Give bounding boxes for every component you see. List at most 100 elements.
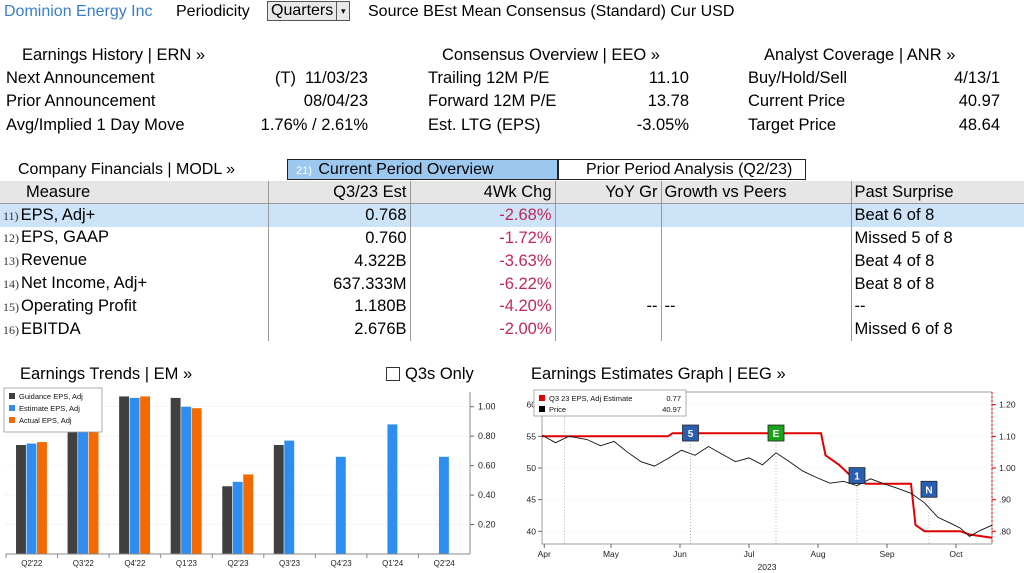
y-tick-label: 0.40 (478, 490, 496, 500)
x-tick-label: Q4'23 (331, 559, 353, 568)
measure-cell: 12) EPS, GAAP (0, 226, 269, 250)
measure-cell: 15) Operating Profit (0, 294, 269, 318)
legend-box (3, 387, 103, 433)
dropdown-arrow-icon[interactable]: ▾ (340, 6, 346, 16)
bar (119, 396, 130, 554)
bar (37, 442, 47, 554)
y-tick-label: 0.60 (478, 461, 496, 471)
right-y-tick-label: .90 (999, 495, 1011, 505)
event-marker-icon: E (767, 424, 785, 544)
periodicity-select[interactable]: Quarters ▾ (267, 1, 351, 21)
chg-cell: -1.72% (410, 226, 556, 250)
col-yoy[interactable]: YoY Gr (555, 181, 662, 205)
legend-swatch (9, 393, 15, 399)
measure-cell: 16) EBITDA (0, 317, 269, 341)
x-tick-label: Sep (879, 549, 894, 559)
left-y-tick-label: 55 (527, 431, 537, 441)
row-label: Buy/Hold/Sell (748, 69, 848, 87)
consensus-overview-panel: Consensus Overview | EEO » Trailing 12M … (428, 44, 690, 140)
bar (243, 474, 254, 554)
bar (16, 445, 26, 554)
bar (273, 445, 284, 554)
row-value: 48.64 (958, 116, 1000, 134)
analyst-coverage-link[interactable]: Analyst Coverage | ANR » (764, 46, 956, 64)
x-tick-label: Aug (810, 549, 825, 559)
left-y-tick-label: 45 (527, 495, 537, 505)
measure-label: Operating Profit (21, 296, 137, 315)
bar (181, 406, 192, 554)
event-marker-icon: N (920, 480, 938, 544)
row-value: 4/13/1 (954, 69, 1000, 87)
surprise-cell: Missed 5 of 8 (851, 226, 1024, 250)
est-cell: 2.676B (268, 317, 411, 341)
table-row[interactable]: 15) Operating Profit 1.180B -4.20% -- -- -- (0, 294, 1024, 318)
y-tick-label: 1.00 (478, 402, 496, 412)
measure-label: EPS, Adj+ (20, 205, 96, 224)
row-number: 11) (3, 208, 19, 223)
x-tick-label: Q3'23 (279, 559, 301, 568)
earnings-history-link[interactable]: Earnings History | ERN » (22, 46, 206, 64)
left-y-tick-label: 60 (527, 400, 537, 410)
surprise-cell: -- (851, 294, 1024, 318)
peers-cell (661, 203, 852, 227)
col-est[interactable]: Q3/23 Est (268, 181, 411, 205)
table-row[interactable]: 13) Revenue 4.322B -3.63% Beat 4 of 8 (0, 249, 1024, 273)
bar (26, 443, 37, 554)
tab-current-period[interactable]: 21) Current Period Overview (Q3/23) (287, 159, 558, 199)
col-measure[interactable]: Measure (0, 181, 269, 205)
row-label: Current Price (748, 92, 846, 110)
event-marker-icon: 1 (848, 467, 866, 544)
row-label: Trailing 12M P/E (428, 69, 550, 87)
row-label: Prior Announcement (6, 92, 156, 110)
tab-label: Prior Period Analysis (Q2/23) (586, 161, 793, 178)
surprise-cell: Missed 6 of 8 (851, 317, 1024, 341)
table-row[interactable]: 11) EPS, Adj+ 0.768 -2.68% Beat 6 of 8 (0, 203, 1024, 227)
x-tick-label: Q1'23 (176, 559, 198, 568)
tab-number: 21) (296, 165, 312, 177)
financials-header: Company Financials | MODL » 21) Current … (0, 158, 1024, 199)
legend-box (533, 389, 687, 417)
legend-label: Estimate EPS, Adj (19, 404, 80, 413)
table-row[interactable]: 14) Net Income, Adj+ 637.333M -6.22% Beat 8 … (0, 272, 1024, 295)
row-value: -3.05% (636, 116, 689, 134)
company-financials-link[interactable]: Company Financials | MODL » (18, 161, 235, 178)
earnings-estimates-link[interactable]: Earnings Estimates Graph | EEG » (531, 365, 786, 383)
earnings-trends-link[interactable]: Earnings Trends | EM » (20, 365, 193, 383)
surprise-cell: Beat 6 of 8 (851, 203, 1024, 227)
bar (88, 403, 99, 554)
tab-prior-period[interactable]: Prior Period Analysis (Q2/23) (558, 159, 806, 180)
checkbox-icon[interactable] (386, 367, 400, 381)
col-surprise[interactable]: Past Surprise (851, 181, 1024, 205)
time-flag: (T) (274, 69, 296, 87)
table-row[interactable]: 16) EBITDA 2.676B -2.00% Missed 6 of 8 (0, 317, 1024, 341)
consensus-overview-link[interactable]: Consensus Overview | EEO » (442, 46, 660, 64)
x-tick-label: Q1'24 (382, 559, 404, 568)
bar (170, 397, 181, 554)
row-label: Est. LTG (EPS) (428, 116, 541, 134)
est-cell: 0.768 (268, 203, 411, 227)
x-tick-label: Q2'22 (21, 559, 43, 568)
x-tick-label: Oct (949, 549, 963, 559)
col-peers[interactable]: Growth vs Peers (661, 181, 852, 205)
est-cell: 0.760 (268, 226, 411, 250)
q3s-only-checkbox[interactable]: Q3s Only (386, 363, 474, 385)
measure-label: Revenue (21, 251, 88, 270)
financials-table: Measure Q3/23 Est 4Wk Chg YoY Gr Growth … (0, 181, 1024, 341)
left-y-tick-label: 50 (527, 463, 537, 473)
chg-cell: -3.63% (410, 249, 556, 273)
right-y-tick-label: 1.10 (999, 431, 1016, 441)
est-cell: 4.322B (268, 249, 411, 273)
measure-label: Net Income, Adj+ (21, 274, 148, 293)
x-tick-label: May (603, 549, 620, 559)
company-name[interactable]: Dominion Energy Inc (4, 3, 153, 20)
legend-swatch (9, 417, 15, 423)
col-chg[interactable]: 4Wk Chg (410, 181, 556, 205)
x-tick-label: Q4'22 (124, 559, 146, 568)
marker-label: N (925, 485, 932, 496)
bar (222, 486, 233, 554)
table-row[interactable]: 12) EPS, GAAP 0.760 -1.72% Missed 5 of 8 (0, 226, 1024, 250)
bar (232, 481, 243, 554)
periodicity-value[interactable]: Quarters (268, 2, 338, 20)
measure-label: EPS, GAAP (21, 228, 110, 247)
row-value: 11/03/23 (304, 69, 368, 87)
